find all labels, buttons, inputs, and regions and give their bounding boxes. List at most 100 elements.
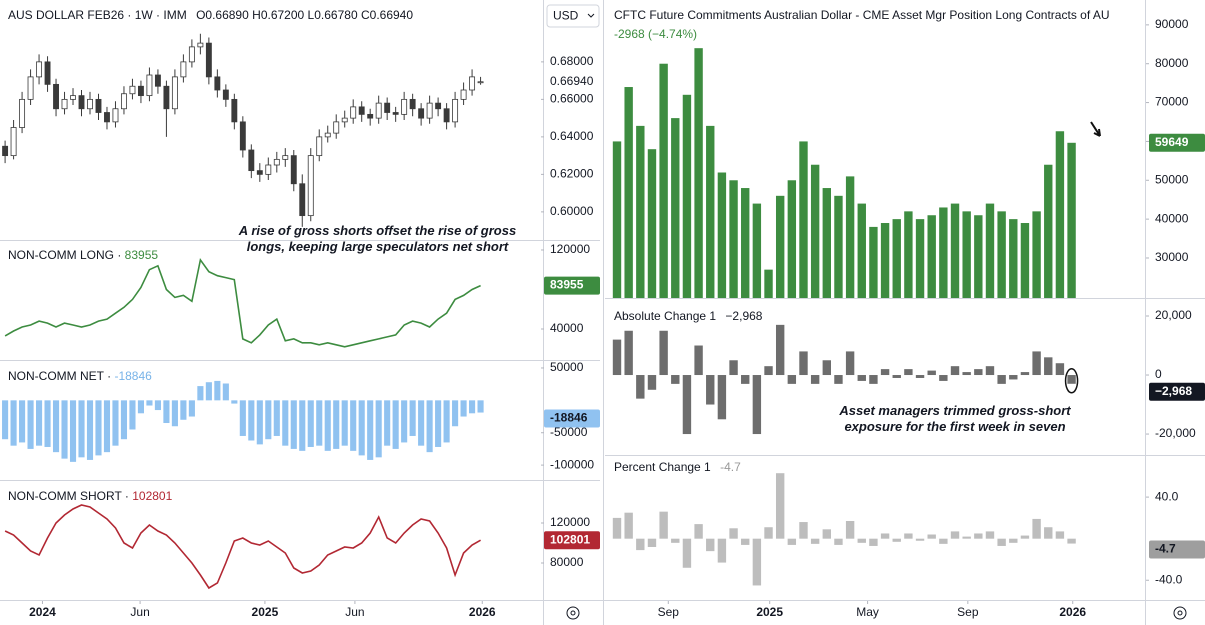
candle-body	[154, 74, 161, 87]
bar	[822, 188, 832, 298]
candle-body	[95, 98, 102, 113]
y-tick-label: 0.62000	[550, 167, 594, 181]
candle-body	[19, 98, 26, 128]
bar	[950, 531, 960, 539]
candle-body	[78, 95, 85, 110]
bar	[1009, 375, 1018, 380]
bar	[787, 180, 797, 298]
bar	[892, 375, 901, 378]
bar	[682, 375, 692, 435]
candle-body	[282, 155, 289, 160]
bar	[435, 400, 442, 447]
ohlc-value: 0.66940	[370, 8, 414, 22]
bar	[1067, 142, 1076, 298]
legend-value: -4.7	[720, 460, 741, 474]
bar	[636, 375, 645, 399]
candle-body	[36, 61, 43, 78]
bar	[845, 351, 855, 376]
bar	[904, 369, 913, 376]
gear-hub[interactable]	[1177, 610, 1183, 616]
bar	[974, 369, 983, 376]
last-value-tag	[1149, 133, 1205, 152]
last-value-label: 102801	[550, 532, 590, 546]
currency-select[interactable]: USD	[546, 4, 600, 28]
bar	[647, 375, 657, 390]
y-tick-label: -50000	[550, 425, 588, 439]
bar	[671, 375, 680, 384]
bar	[2, 400, 9, 440]
legend-name: NON-COMM SHORT	[8, 489, 122, 503]
bar	[290, 400, 297, 449]
bar	[180, 400, 187, 420]
y-tick-label: 120000	[550, 242, 590, 256]
candle-body	[409, 98, 416, 110]
bar	[939, 538, 948, 544]
gear-hub[interactable]	[570, 610, 576, 616]
last-value-tag	[544, 409, 600, 428]
last-value-label: 83955	[550, 278, 584, 292]
y-tick-label: -20,000	[1155, 426, 1196, 440]
candle-body	[469, 76, 476, 91]
bar	[350, 400, 357, 451]
gear[interactable]	[566, 606, 580, 620]
candle-body	[146, 74, 153, 97]
bar	[418, 400, 425, 446]
currency[interactable]: USD	[553, 9, 579, 23]
bar	[1055, 531, 1065, 539]
ohlc-key: L	[308, 8, 315, 22]
currency-box[interactable]	[546, 4, 600, 28]
dropdown-arrow[interactable]	[587, 13, 595, 18]
bar	[112, 400, 119, 446]
bar	[764, 366, 773, 376]
bar	[401, 400, 408, 443]
bar	[78, 400, 85, 458]
x-tick-label: 2024	[29, 605, 56, 619]
bar	[659, 63, 668, 298]
bar	[1032, 211, 1041, 298]
candle-body	[27, 76, 34, 100]
bar	[231, 400, 238, 404]
bar	[95, 400, 102, 456]
line-series	[4, 504, 481, 590]
gear[interactable]	[1173, 606, 1187, 620]
settings-icon[interactable]	[566, 606, 580, 620]
candle-body	[452, 98, 459, 123]
legend: Percent Change 1 -4.7	[614, 460, 741, 474]
last-value-label: 59649	[1155, 135, 1189, 149]
legend: Absolute Change 1 −2,968	[614, 309, 763, 323]
candle-body	[265, 164, 272, 175]
bar	[997, 211, 1006, 298]
y-tick-label: 120000	[550, 515, 590, 529]
settings-icon[interactable]	[1173, 606, 1187, 620]
bar	[612, 517, 622, 539]
bar	[384, 400, 391, 446]
candle-body	[61, 98, 68, 110]
x-tick-label: 2025	[252, 605, 279, 619]
bar	[962, 372, 971, 376]
candle-body	[290, 155, 297, 185]
bar	[324, 400, 331, 451]
candle-body	[435, 102, 442, 110]
bar	[950, 366, 960, 376]
bar	[857, 203, 866, 298]
bar	[694, 48, 703, 299]
bar	[729, 180, 738, 298]
legend-value: -18846	[114, 369, 152, 383]
bar	[752, 203, 762, 298]
bar	[86, 400, 94, 460]
candle-body	[70, 95, 76, 100]
bar	[1020, 372, 1030, 376]
bar	[612, 141, 622, 298]
bar	[103, 400, 111, 453]
candle-body	[367, 113, 374, 119]
bar	[880, 223, 890, 298]
bar	[997, 375, 1006, 384]
candle-body	[273, 158, 280, 166]
ohlc-key: H	[252, 8, 261, 22]
bar	[205, 382, 212, 401]
y-tick-label: 50000	[1155, 172, 1189, 186]
bar	[682, 94, 692, 298]
annotation: Asset managers trimmed gross-short expos…	[839, 403, 1071, 434]
bar	[962, 211, 971, 298]
bar	[624, 512, 633, 539]
